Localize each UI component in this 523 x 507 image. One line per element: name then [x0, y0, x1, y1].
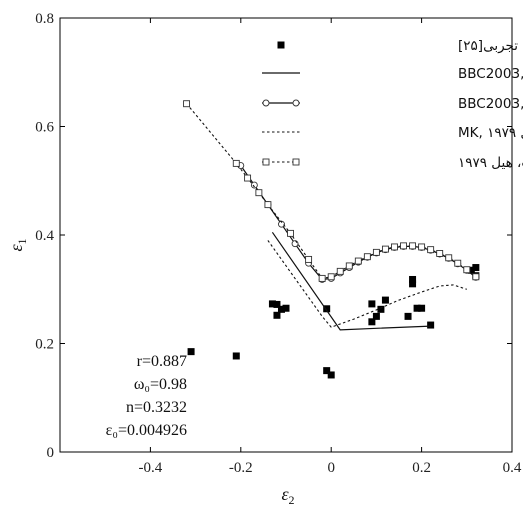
series-line — [271, 231, 431, 331]
data-point — [323, 367, 331, 375]
series-4 — [183, 100, 480, 282]
y-tick-label: 0 — [47, 445, 55, 461]
x-tick-label: -0.4 — [139, 460, 163, 476]
data-point — [409, 280, 417, 288]
x-tick-label: -0.2 — [229, 460, 253, 476]
data-point — [187, 348, 195, 356]
y-tick-label: 0.4 — [35, 228, 54, 244]
data-point — [291, 240, 299, 248]
legend-label: نتایج تجربی[۲۵] — [458, 38, 523, 54]
legend-label: هیل- سوئیفت، هیل ۱۹۷۹ — [458, 155, 523, 171]
data-point — [287, 229, 294, 237]
series-layer — [183, 100, 480, 379]
data-point — [377, 305, 385, 313]
data-point — [264, 201, 272, 209]
series-line — [267, 240, 467, 328]
legend-marker — [262, 158, 270, 166]
legend-marker — [292, 99, 300, 107]
data-point — [244, 174, 252, 182]
parameter-label: r=0.887 — [137, 353, 187, 370]
data-point — [255, 189, 263, 197]
parameter-label: ε₀=0.004926 — [106, 422, 187, 439]
data-point — [404, 312, 412, 320]
legend-marker — [277, 41, 285, 49]
series-1 — [271, 231, 431, 331]
y-tick-label: 0.6 — [35, 120, 54, 136]
data-point — [232, 352, 240, 360]
data-point — [413, 304, 421, 312]
data-point — [418, 304, 426, 312]
legend-label: هیل- سوئیفت ,BBC2003 — [458, 96, 523, 112]
data-point — [273, 300, 281, 308]
data-point — [409, 242, 417, 250]
chart-legend: نتایج تجربی[۲۵] BBC2003,MK هیل- سوئیفت ,BB… — [262, 38, 523, 171]
x-tick-label: 0 — [327, 460, 335, 476]
data-point — [354, 257, 362, 265]
data-point — [250, 181, 258, 189]
data-point — [472, 273, 480, 281]
data-point — [363, 253, 371, 261]
legend-marker — [292, 158, 300, 166]
data-point — [391, 243, 398, 251]
data-point — [336, 267, 344, 275]
series-2 — [237, 162, 480, 283]
y-axis-label: ε1 — [6, 238, 29, 251]
data-point — [372, 248, 380, 256]
series-3 — [267, 240, 467, 328]
legend-label: MK, هیل ۱۹۷۹ — [458, 125, 523, 141]
x-tick-label: 0.4 — [503, 460, 522, 476]
series-0 — [187, 264, 480, 379]
data-point — [327, 273, 335, 281]
data-point — [427, 321, 435, 329]
data-point — [472, 264, 480, 272]
y-tick-label: 0.2 — [35, 337, 54, 353]
legend-label: BBC2003,MK — [458, 66, 523, 82]
data-point — [436, 249, 444, 257]
data-point — [368, 318, 376, 326]
data-point — [318, 274, 326, 282]
data-point — [427, 246, 435, 254]
data-point — [418, 243, 426, 251]
data-point — [454, 259, 462, 267]
data-point — [345, 262, 353, 270]
legend-marker — [262, 99, 270, 107]
parameter-label: n=0.3232 — [126, 399, 187, 416]
data-point — [305, 255, 313, 263]
data-point — [183, 100, 191, 108]
material-parameters: r=0.887 ω₀=0.98 n=0.3232 ε₀=0.004926 — [106, 353, 187, 439]
data-point — [368, 300, 376, 308]
data-point — [273, 311, 281, 319]
x-axis-label: ε2 — [281, 484, 294, 507]
x-tick-label: 0.2 — [412, 460, 431, 476]
data-point — [445, 254, 453, 262]
data-point — [372, 312, 380, 320]
data-point — [232, 159, 240, 167]
data-point — [463, 266, 471, 274]
plot-frame — [59, 17, 513, 453]
data-point — [409, 275, 417, 283]
data-point — [323, 305, 331, 313]
data-point — [282, 304, 290, 312]
data-point — [381, 296, 389, 304]
data-point — [268, 300, 276, 308]
data-point — [467, 266, 475, 274]
parameter-label: ω₀=0.98 — [134, 376, 187, 393]
data-point — [277, 305, 285, 313]
y-tick-label: 0.8 — [35, 11, 54, 27]
data-point — [400, 242, 407, 250]
data-point — [327, 371, 335, 379]
data-point — [381, 245, 389, 253]
axis-ticks: -0.4 -0.2 0 0.2 0.4 0 0.2 0.4 0.6 0.8 — [35, 11, 522, 476]
